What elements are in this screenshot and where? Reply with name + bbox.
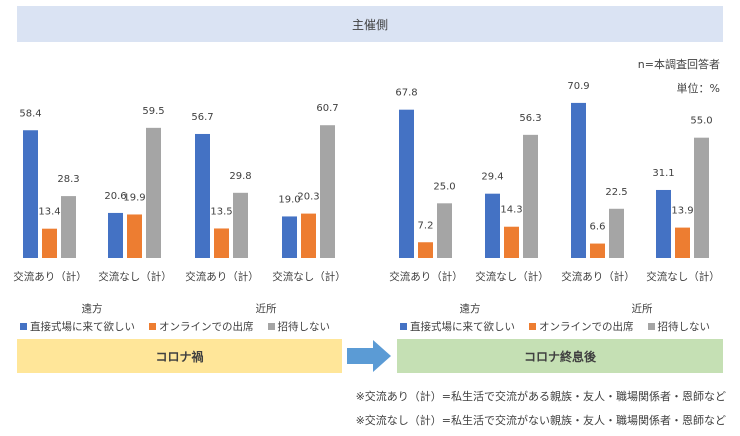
legend-left: 直接式場に来て欲しい オンラインでの出席 招待しない	[20, 319, 330, 334]
legend-label: オンラインでの出席	[539, 321, 634, 333]
data-label: 6.6	[590, 222, 606, 233]
legend-label: 直接式場に来て欲しい	[410, 321, 515, 333]
legend-swatch	[149, 323, 156, 330]
data-label: 22.5	[605, 187, 627, 198]
bar	[485, 193, 500, 258]
bar	[571, 102, 586, 258]
category-label: 交流あり（計）	[561, 270, 635, 283]
data-label: 25.0	[433, 181, 455, 192]
legend-swatch	[647, 323, 655, 330]
footnote-with-contact: ※交流あり（計）=私生活で交流がある親族・友人・職場関係者・恩師など	[355, 390, 726, 403]
bar	[301, 213, 316, 258]
legend-label: 招待しない	[277, 321, 331, 333]
bar	[399, 109, 414, 258]
category-label: 交流あり（計）	[13, 270, 87, 283]
data-label: 13.5	[210, 206, 232, 217]
bar	[108, 212, 123, 258]
bar	[590, 243, 605, 258]
bar	[214, 228, 229, 258]
data-label: 20.6	[104, 191, 126, 202]
group-label: 遠方	[460, 302, 481, 315]
banner-post-corona: コロナ終息後	[397, 339, 723, 373]
sample-note: n=本調査回答者	[637, 58, 720, 71]
footnote-without-contact: ※交流なし（計）=私生活で交流がない親族・友人・職場関係者・恩師など	[355, 414, 726, 427]
legend-swatch	[20, 323, 27, 330]
legend-right: 直接式場に来て欲しい オンラインでの出席 招待しない	[400, 319, 710, 334]
data-label: 7.2	[418, 220, 434, 231]
legend-item-online: オンラインでの出席	[529, 319, 634, 334]
category-label: 交流なし（計）	[646, 270, 720, 283]
bar	[127, 214, 142, 258]
bar	[233, 192, 248, 258]
category-label: 交流あり（計）	[185, 270, 259, 283]
bar	[523, 134, 538, 258]
group-label: 近所	[256, 302, 277, 315]
legend-label: オンラインでの出席	[159, 321, 254, 333]
group-label: 遠方	[82, 302, 103, 315]
bar	[320, 125, 335, 258]
bar	[694, 137, 709, 258]
legend-item-online: オンラインでの出席	[149, 319, 254, 334]
banner-corona: コロナ禍	[17, 339, 342, 373]
data-label: 13.9	[671, 206, 693, 217]
bar	[42, 228, 57, 258]
data-label: 58.4	[19, 108, 41, 119]
data-label: 20.3	[297, 192, 319, 203]
bar	[146, 127, 161, 258]
legend-item-direct: 直接式場に来て欲しい	[20, 319, 135, 334]
legend-item-invite: 招待しない	[647, 319, 711, 334]
data-label: 29.4	[481, 172, 503, 183]
legend-swatch	[400, 323, 407, 330]
data-label: 14.3	[500, 205, 522, 216]
legend-item-invite: 招待しない	[267, 319, 331, 334]
data-label: 70.9	[567, 81, 589, 92]
legend-swatch	[529, 323, 536, 330]
data-label: 29.8	[229, 171, 251, 182]
bar	[195, 133, 210, 258]
bar	[61, 196, 76, 258]
chart-area: 58.4 13.4 28.3 交流あり（計） 20.619.9 59.5 交流なし（計） 56…	[13, 81, 720, 315]
bar	[418, 242, 433, 258]
bar	[504, 226, 519, 258]
bar	[437, 203, 452, 258]
data-label: 28.3	[57, 174, 79, 185]
data-label: 19.9	[123, 192, 145, 203]
bar	[282, 216, 297, 258]
data-label: 19.0	[278, 194, 300, 205]
header-title: 主催側	[351, 17, 388, 32]
category-label: 交流なし（計）	[475, 270, 549, 283]
data-label: 31.1	[652, 168, 674, 179]
bar	[656, 189, 671, 258]
legend-label: 招待しない	[657, 321, 711, 333]
legend-item-direct: 直接式場に来て欲しい	[400, 319, 515, 334]
bar	[609, 208, 624, 258]
data-label: 59.5	[142, 106, 164, 117]
bar	[23, 130, 38, 258]
category-label: 交流なし（計）	[98, 270, 172, 283]
category-label: 交流あり（計）	[389, 270, 463, 283]
category-label: 交流なし（計）	[272, 270, 346, 283]
legend-swatch	[267, 323, 275, 330]
bar	[675, 227, 690, 258]
data-label: 60.7	[316, 103, 338, 114]
banner-post-corona-label: コロナ終息後	[523, 349, 596, 364]
header-bar: 主催側	[17, 6, 723, 42]
banner-corona-label: コロナ禍	[155, 349, 204, 364]
group-label: 近所	[632, 302, 653, 315]
data-label: 13.4	[38, 207, 60, 218]
data-label: 67.8	[395, 88, 417, 99]
legend-label: 直接式場に来て欲しい	[30, 321, 135, 333]
data-label: 56.3	[519, 113, 541, 124]
arrow-right-icon	[347, 340, 391, 372]
unit-note: 単位：%	[676, 82, 720, 95]
data-label: 56.7	[191, 112, 213, 123]
data-label: 55.0	[690, 116, 712, 127]
